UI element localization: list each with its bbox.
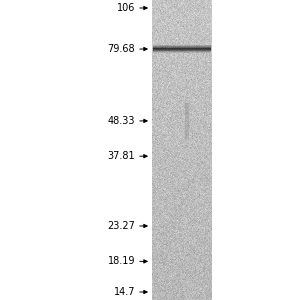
Text: 14.7: 14.7 bbox=[113, 287, 135, 297]
Text: 79.68: 79.68 bbox=[107, 44, 135, 54]
Text: 23.27: 23.27 bbox=[107, 221, 135, 231]
Text: 106: 106 bbox=[117, 3, 135, 13]
Text: 18.19: 18.19 bbox=[107, 256, 135, 266]
Text: 48.33: 48.33 bbox=[107, 116, 135, 126]
Text: 37.81: 37.81 bbox=[107, 151, 135, 161]
